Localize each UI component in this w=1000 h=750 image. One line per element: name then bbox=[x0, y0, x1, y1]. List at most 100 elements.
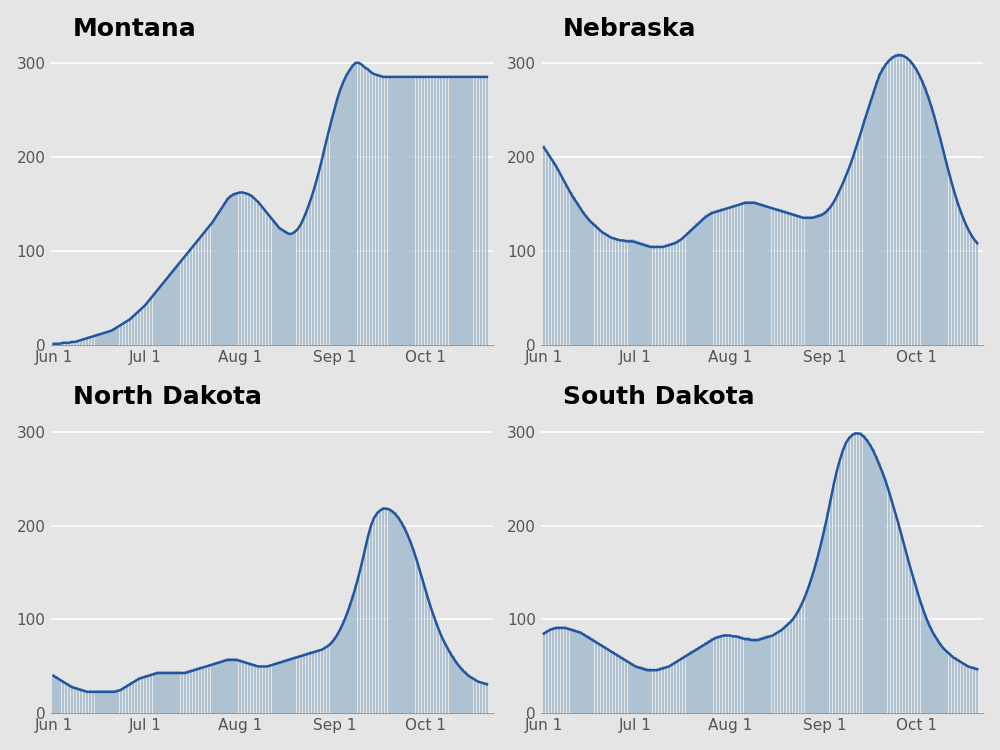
Bar bbox=[232, 194, 235, 345]
Bar bbox=[416, 76, 418, 345]
Bar bbox=[921, 605, 924, 713]
Bar bbox=[65, 343, 67, 345]
Bar bbox=[659, 245, 661, 345]
Bar bbox=[95, 690, 98, 713]
Bar bbox=[772, 206, 774, 345]
Bar bbox=[826, 512, 829, 713]
Bar bbox=[552, 627, 554, 713]
Bar bbox=[455, 661, 458, 713]
Bar bbox=[778, 209, 780, 345]
Bar bbox=[591, 638, 594, 713]
Bar bbox=[263, 664, 265, 713]
Bar bbox=[431, 76, 433, 345]
Bar bbox=[921, 80, 924, 345]
Bar bbox=[747, 638, 750, 713]
Bar bbox=[860, 130, 862, 345]
Bar bbox=[260, 205, 262, 345]
Bar bbox=[116, 689, 119, 713]
Bar bbox=[701, 217, 704, 345]
Bar bbox=[373, 74, 375, 345]
Bar bbox=[878, 74, 881, 345]
Bar bbox=[242, 191, 244, 345]
Bar bbox=[903, 542, 905, 713]
Bar bbox=[866, 110, 869, 345]
Bar bbox=[894, 509, 896, 713]
Bar bbox=[707, 213, 710, 345]
Bar bbox=[449, 652, 452, 713]
Bar bbox=[695, 224, 698, 345]
Bar bbox=[428, 76, 430, 345]
Bar bbox=[403, 76, 406, 345]
Bar bbox=[646, 244, 649, 345]
Bar bbox=[55, 343, 58, 345]
Bar bbox=[245, 193, 247, 345]
Bar bbox=[342, 81, 345, 345]
Bar bbox=[278, 661, 281, 713]
Bar bbox=[677, 659, 679, 713]
Bar bbox=[787, 211, 789, 345]
Bar bbox=[793, 213, 795, 345]
Bar bbox=[162, 282, 165, 345]
Bar bbox=[464, 76, 467, 345]
Bar bbox=[613, 237, 615, 345]
Bar bbox=[187, 252, 189, 345]
Bar bbox=[281, 660, 284, 713]
Bar bbox=[300, 654, 302, 713]
Bar bbox=[662, 667, 664, 713]
Bar bbox=[278, 227, 281, 345]
Bar bbox=[570, 193, 573, 345]
Bar bbox=[269, 664, 271, 713]
Bar bbox=[400, 520, 403, 713]
Bar bbox=[190, 669, 192, 713]
Bar bbox=[144, 304, 146, 345]
Bar bbox=[967, 227, 969, 345]
Bar bbox=[851, 433, 853, 713]
Bar bbox=[184, 671, 186, 713]
Bar bbox=[952, 656, 954, 713]
Bar bbox=[324, 145, 326, 345]
Bar bbox=[52, 674, 55, 713]
Bar bbox=[930, 628, 933, 713]
Bar bbox=[735, 204, 737, 345]
Bar bbox=[967, 664, 969, 713]
Bar bbox=[470, 76, 473, 345]
Bar bbox=[120, 688, 122, 713]
Bar bbox=[747, 201, 750, 345]
Bar bbox=[637, 242, 640, 345]
Bar bbox=[732, 205, 734, 345]
Bar bbox=[309, 652, 311, 713]
Bar bbox=[80, 688, 82, 713]
Bar bbox=[723, 634, 725, 713]
Bar bbox=[930, 105, 933, 345]
Bar bbox=[756, 638, 759, 713]
Bar bbox=[480, 76, 482, 345]
Bar bbox=[266, 664, 268, 713]
Bar bbox=[461, 668, 464, 713]
Bar bbox=[881, 68, 884, 345]
Bar bbox=[287, 233, 290, 345]
Bar bbox=[875, 456, 878, 713]
Bar bbox=[796, 611, 798, 713]
Bar bbox=[107, 331, 110, 345]
Bar bbox=[379, 75, 381, 345]
Bar bbox=[653, 668, 655, 713]
Bar bbox=[199, 667, 201, 713]
Bar bbox=[753, 201, 756, 345]
Bar bbox=[808, 583, 811, 713]
Bar bbox=[486, 76, 488, 345]
Bar bbox=[110, 330, 113, 345]
Bar bbox=[750, 201, 753, 345]
Bar bbox=[293, 656, 296, 713]
Bar bbox=[202, 233, 204, 345]
Bar bbox=[229, 658, 232, 713]
Bar bbox=[891, 500, 893, 713]
Bar bbox=[379, 509, 381, 713]
Bar bbox=[370, 524, 372, 713]
Bar bbox=[768, 206, 771, 345]
Text: Montana: Montana bbox=[73, 16, 196, 40]
Bar bbox=[419, 568, 421, 713]
Bar bbox=[74, 686, 76, 713]
Bar bbox=[945, 650, 948, 713]
Bar bbox=[668, 243, 670, 345]
Bar bbox=[434, 76, 436, 345]
